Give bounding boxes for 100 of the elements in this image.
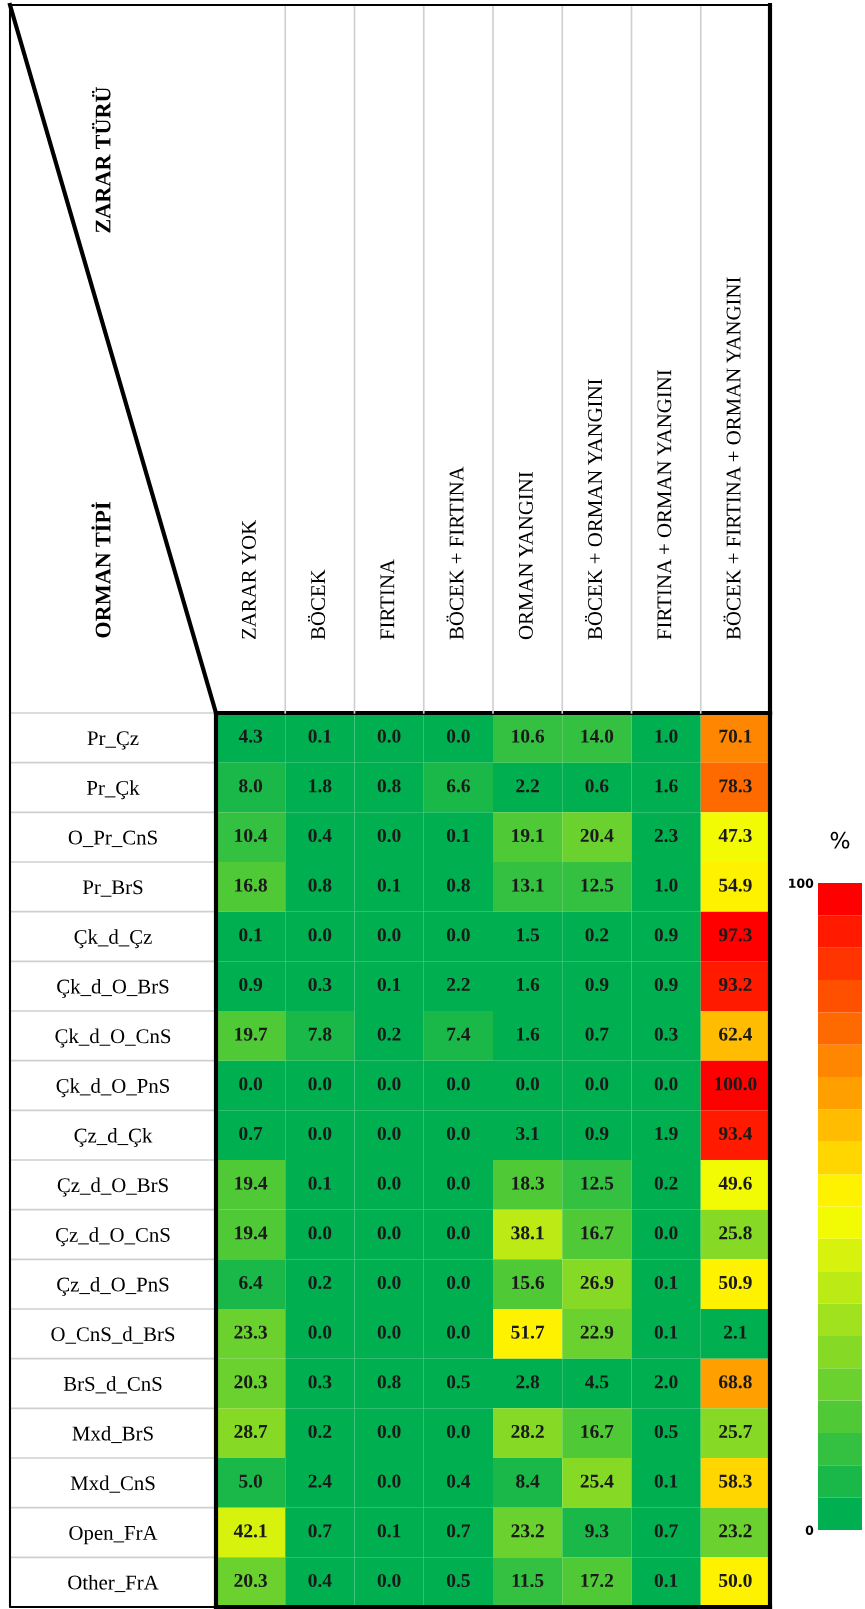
data-label: 0.0 [446,1325,470,1339]
data-label: 0.3 [308,1375,332,1389]
data-label: 1.6 [655,779,678,793]
data-label: 19.1 [512,828,544,843]
data-label: 0.3 [308,977,332,992]
y-tick-label: Çk_d_O_BrS [57,978,169,998]
data-label: 97.3 [718,928,752,942]
data-label: 23.2 [719,1524,752,1538]
data-label: 3.1 [516,1126,539,1141]
data-label: 14.0 [581,729,614,743]
data-label: 0.1 [308,1176,332,1190]
data-label: 50.9 [719,1275,752,1290]
data-label: 2.4 [308,1474,332,1488]
data-label: 5.0 [239,1474,263,1488]
data-label: 0.7 [585,1027,609,1041]
y-tick-label: Pr_Çk [86,780,140,800]
data-label: 38.1 [511,1226,544,1240]
data-label: 8.4 [516,1474,540,1488]
data-label: 0.7 [446,1524,471,1538]
data-label: 0.0 [446,1126,470,1141]
x-tick-label: BÖCEK [307,569,326,640]
data-label: 16.7 [581,1424,614,1439]
data-label: 0.0 [446,1176,470,1190]
y-tick-label: Open_FrA [69,1525,158,1545]
data-label: 0.1 [308,729,332,743]
data-label: 1.5 [517,928,540,942]
data-label: 51.7 [511,1325,545,1339]
y-tick-label: Çz_d_O_BrS [57,1177,168,1197]
data-label: 0.7 [654,1524,678,1538]
y-axis-title: ORMAN TİPİ [91,502,111,638]
x-tick-label: ZARAR YOK [241,520,256,639]
data-label: 18.3 [512,1176,544,1190]
data-label: 0.1 [654,1275,678,1290]
data-label: 25.4 [580,1474,614,1488]
data-label: 11.5 [512,1574,544,1588]
data-label: 19.4 [235,1226,268,1240]
data-label: 0.0 [377,1226,401,1240]
data-label: 7.8 [308,1027,332,1041]
color-bar-label: 100 [789,878,814,888]
y-tick-label: Çk_d_O_PnS [56,1078,170,1098]
data-label: 0.1 [377,977,401,992]
data-label: 12.5 [581,1176,614,1190]
data-label: 20.3 [234,1375,267,1389]
data-label: 0.0 [516,1077,540,1091]
data-label: 0.0 [377,1474,401,1488]
data-label: 0.8 [446,878,470,892]
data-label: 0.9 [585,977,609,992]
data-label: 0.0 [377,1275,401,1290]
data-label: 0.2 [654,1176,678,1190]
y-tick-label: Çz_d_O_PnS [57,1276,169,1296]
color-bar-label: 0 [805,1525,814,1535]
data-label: 22.9 [580,1325,614,1339]
data-label: 93.2 [718,977,752,992]
data-label: 0.2 [377,1027,401,1041]
data-label: 1.6 [517,1027,540,1041]
data-label: 0.1 [377,1524,401,1538]
y-tick-label: Other_FrA [68,1574,159,1593]
y-tick-label: O_CnS_d_BrS [51,1326,175,1344]
data-label: 0.0 [446,928,470,942]
data-label: 0.0 [308,928,332,942]
data-label: 28.7 [234,1424,268,1439]
data-label: 1.0 [655,729,678,743]
data-label: 49.6 [718,1176,752,1190]
data-label: 0.9 [654,977,678,992]
data-label: 19.4 [235,1176,268,1190]
data-label: 0.0 [377,729,401,743]
data-label: 0.0 [377,1077,401,1091]
data-label: 10.4 [235,828,268,843]
data-label: 13.1 [512,878,544,892]
data-label: 2.3 [654,828,678,843]
data-label: 58.3 [719,1474,752,1488]
data-label: 6.4 [239,1275,263,1290]
data-label: 47.3 [718,828,752,843]
data-label: 0.1 [654,1474,678,1488]
data-label: 16.7 [581,1226,614,1240]
data-label: 0.0 [446,1424,470,1439]
data-label: 0.7 [308,1524,332,1538]
data-label: 0.0 [446,1077,470,1091]
data-label: 0.8 [308,878,332,892]
y-tick-label: Mxd_CnS [70,1475,155,1493]
data-label: 0.0 [446,1275,470,1290]
data-label: 62.4 [719,1027,753,1041]
y-tick-label: Pr_Çz [87,731,139,750]
y-tick-label: Pr_BrS [82,880,143,897]
data-label: 20.4 [580,828,614,843]
data-label: 2.8 [516,1375,540,1389]
x-tick-label: BÖCEK + FIRTINA [446,466,464,640]
data-label: 0.4 [308,828,332,843]
data-label: 12.5 [581,878,614,892]
data-label: 0.0 [654,1226,678,1240]
data-label: 93.4 [718,1126,753,1141]
data-label: 0.1 [654,1325,678,1339]
data-label: 0.8 [377,1375,401,1389]
data-label: 2.0 [654,1375,678,1389]
data-label: 0.0 [446,1226,470,1240]
data-label: 1.6 [517,977,540,992]
data-label: 42.1 [233,1524,267,1538]
data-label: 0.4 [308,1573,332,1588]
data-label: 17.2 [581,1573,614,1588]
data-label: 0.0 [239,1077,263,1091]
